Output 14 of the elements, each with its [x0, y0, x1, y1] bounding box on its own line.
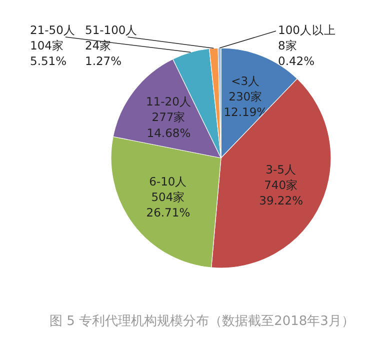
slice-label: 3-5人 [266, 162, 296, 176]
slice-label: 21-50人 [30, 23, 76, 37]
slice-label: <3人 [231, 74, 260, 88]
data-label: 504家 26.71% [146, 190, 190, 220]
slice-label: 100人以上 [278, 23, 336, 37]
data-label: 740家 39.22% [259, 178, 304, 208]
slice-label: 51-100人 [85, 23, 138, 37]
slice-label: 6-10人 [149, 174, 188, 189]
data-label: 104家 5.51% [30, 38, 67, 68]
data-label: 8家 0.42% [278, 38, 315, 68]
data-label: 24家 1.27% [85, 38, 122, 68]
caption: 图 5 专利代理机构规模分布（数据截至2018年3月） [50, 314, 354, 329]
slice-label: 11-20人 [146, 94, 192, 109]
data-label: 277家 14.68% [146, 110, 191, 140]
